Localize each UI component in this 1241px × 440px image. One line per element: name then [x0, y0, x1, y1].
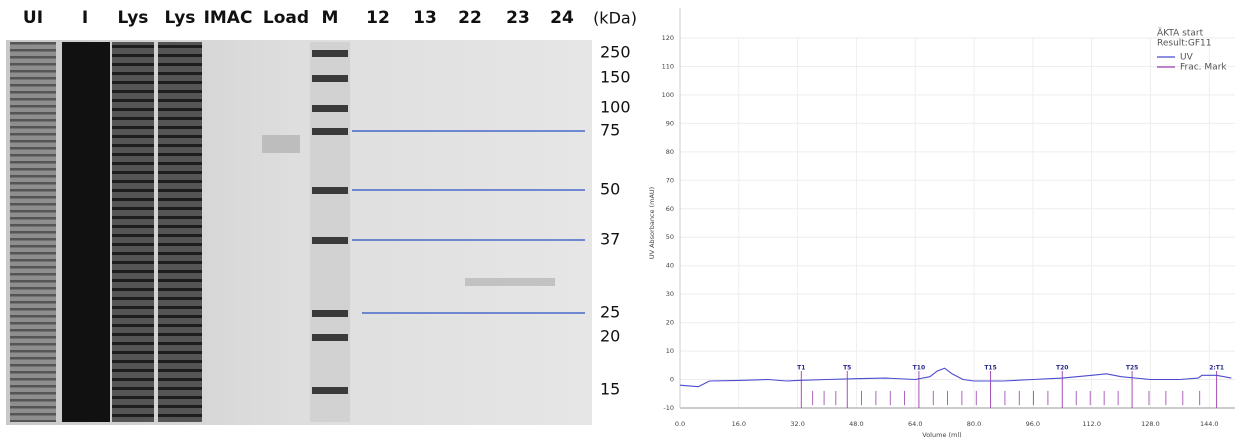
lane-label: UI — [23, 8, 43, 28]
x-tick-label: 96.0 — [1026, 420, 1040, 428]
marker-label: 100 — [600, 98, 631, 117]
lane-label: 12 — [366, 8, 390, 28]
marker-label: 25 — [600, 303, 620, 322]
marker-label: 15 — [600, 380, 620, 399]
x-tick-label: 48.0 — [849, 420, 863, 428]
band — [465, 278, 555, 286]
y-tick-label: 100 — [662, 91, 674, 99]
lane — [158, 42, 202, 422]
lane-label: Load — [263, 8, 309, 28]
y-tick-label: 40 — [666, 262, 674, 270]
marker-band — [312, 310, 348, 317]
fraction-label: T10 — [913, 365, 925, 372]
lane-label: I — [82, 8, 88, 28]
y-tick-label: 90 — [666, 119, 674, 127]
x-axis-title: Volume (ml) — [922, 431, 961, 439]
uv-line — [679, 367, 1232, 388]
y-tick-label: 120 — [662, 34, 674, 42]
fraction-label: 2:T1 — [1209, 365, 1224, 372]
marker-band — [312, 334, 348, 341]
chromatogram: -10 0 10 20 30 40 50 60 70 80 90 100 110 120 0.0 16.0 32… — [648, 8, 1235, 439]
x-tick-label: 112.0 — [1082, 420, 1101, 428]
x-tick-label: 32.0 — [790, 420, 804, 428]
marker-label: 150 — [600, 68, 631, 87]
fraction-label: T1 — [797, 365, 805, 372]
legend-label: UV — [1180, 53, 1194, 63]
lane-label: Lys — [165, 8, 196, 28]
marker-band — [312, 105, 348, 112]
y-tick-label: 50 — [666, 233, 674, 241]
band — [262, 135, 300, 153]
gel-image: UI I Lys Lys IMAC Load M 12 13 22 23 24 (kDa) 250 150 1… — [6, 8, 637, 425]
lane-label: IMAC — [204, 8, 253, 28]
marker-band — [312, 128, 348, 135]
y-tick-label: 10 — [666, 347, 674, 355]
y-tick-label: 70 — [666, 176, 674, 184]
lane — [62, 42, 110, 422]
marker-band — [312, 75, 348, 82]
marker-band — [312, 387, 348, 394]
lane-label: M — [322, 8, 339, 28]
lane-label: 24 — [550, 8, 574, 28]
x-tick-label: 144.0 — [1200, 420, 1219, 428]
y-tick-label: 30 — [666, 290, 674, 298]
legend-title: Result:GF11 — [1157, 39, 1211, 49]
y-tick-label: 60 — [666, 205, 674, 213]
marker-band — [312, 187, 348, 194]
unit-label: (kDa) — [593, 9, 637, 28]
marker-label: 50 — [600, 180, 620, 199]
legend-label: Frac. Mark — [1180, 63, 1227, 73]
y-tick-label: 110 — [662, 62, 674, 70]
y-tick-label: 20 — [666, 319, 674, 327]
marker-label: 250 — [600, 43, 631, 62]
lane — [112, 42, 154, 422]
y-tick-label: 80 — [666, 148, 674, 156]
marker-label: 75 — [600, 121, 620, 140]
marker-band — [312, 50, 348, 57]
fraction-label: T15 — [984, 365, 996, 372]
marker-label: 20 — [600, 327, 620, 346]
y-tick-label: 0 — [670, 376, 674, 384]
y-axis-title: UV Absorbance (mAU) — [648, 187, 656, 259]
lane-label: 13 — [413, 8, 437, 28]
x-tick-label: 80.0 — [967, 420, 981, 428]
fraction-label: T5 — [843, 365, 851, 372]
x-tick-label: 16.0 — [732, 420, 746, 428]
x-tick-label: 128.0 — [1141, 420, 1160, 428]
lane-label: 22 — [458, 8, 482, 28]
lane-label: Lys — [118, 8, 149, 28]
lane — [10, 42, 56, 422]
legend-title: ÄKTA start — [1157, 28, 1204, 39]
marker-lane — [310, 42, 350, 422]
lane-label: 23 — [506, 8, 530, 28]
x-tick-label: 0.0 — [675, 420, 685, 428]
marker-label: 37 — [600, 230, 620, 249]
y-tick-label: -10 — [663, 404, 674, 412]
marker-band — [312, 237, 348, 244]
x-tick-label: 64.0 — [908, 420, 922, 428]
fraction-label: T25 — [1126, 365, 1138, 372]
fraction-label: T20 — [1056, 365, 1068, 372]
